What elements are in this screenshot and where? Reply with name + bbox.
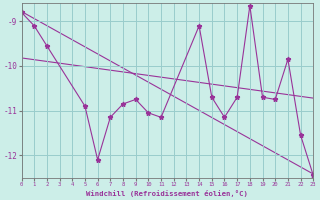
X-axis label: Windchill (Refroidissement éolien,°C): Windchill (Refroidissement éolien,°C) (86, 190, 248, 197)
